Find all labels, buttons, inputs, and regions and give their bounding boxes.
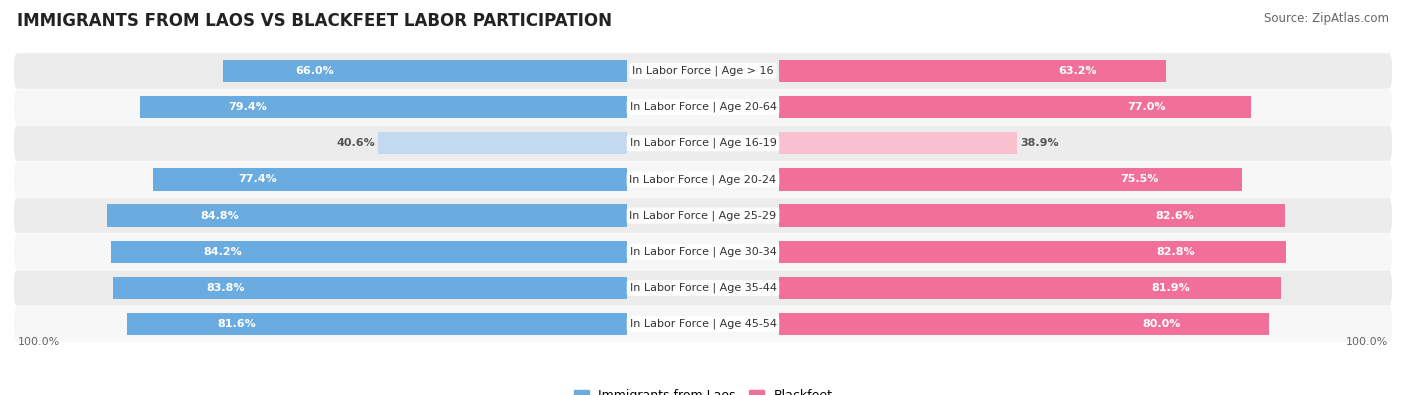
Text: IMMIGRANTS FROM LAOS VS BLACKFEET LABOR PARTICIPATION: IMMIGRANTS FROM LAOS VS BLACKFEET LABOR … xyxy=(17,12,612,30)
Text: 63.2%: 63.2% xyxy=(1057,66,1097,76)
Text: In Labor Force | Age 16-19: In Labor Force | Age 16-19 xyxy=(630,138,776,149)
Text: 82.6%: 82.6% xyxy=(1156,211,1194,220)
Bar xyxy=(222,60,627,82)
Text: 100.0%: 100.0% xyxy=(1347,337,1389,346)
Bar xyxy=(779,132,1018,154)
Bar xyxy=(107,204,627,227)
FancyBboxPatch shape xyxy=(14,89,1392,125)
Bar xyxy=(779,96,1251,118)
FancyBboxPatch shape xyxy=(14,234,1392,269)
Text: Source: ZipAtlas.com: Source: ZipAtlas.com xyxy=(1264,12,1389,25)
Bar xyxy=(779,277,1281,299)
Text: In Labor Force | Age 30-34: In Labor Force | Age 30-34 xyxy=(630,246,776,257)
Text: In Labor Force | Age 20-64: In Labor Force | Age 20-64 xyxy=(630,102,776,112)
Text: 84.2%: 84.2% xyxy=(204,247,243,257)
Text: 100.0%: 100.0% xyxy=(17,337,59,346)
Text: In Labor Force | Age 35-44: In Labor Force | Age 35-44 xyxy=(630,283,776,293)
Bar xyxy=(111,241,627,263)
FancyBboxPatch shape xyxy=(14,162,1392,197)
Bar xyxy=(779,204,1285,227)
Text: 80.0%: 80.0% xyxy=(1143,319,1181,329)
Bar xyxy=(141,96,627,118)
FancyBboxPatch shape xyxy=(14,126,1392,161)
FancyBboxPatch shape xyxy=(14,270,1392,306)
Bar xyxy=(779,241,1286,263)
Text: 82.8%: 82.8% xyxy=(1157,247,1195,257)
Text: 79.4%: 79.4% xyxy=(228,102,267,112)
FancyBboxPatch shape xyxy=(14,307,1392,342)
Bar xyxy=(779,313,1270,335)
FancyBboxPatch shape xyxy=(14,53,1392,88)
Bar xyxy=(114,277,627,299)
Text: 66.0%: 66.0% xyxy=(295,66,335,76)
Bar xyxy=(127,313,627,335)
Text: In Labor Force | Age 20-24: In Labor Force | Age 20-24 xyxy=(630,174,776,185)
Text: 38.9%: 38.9% xyxy=(1021,138,1059,148)
Text: In Labor Force | Age > 16: In Labor Force | Age > 16 xyxy=(633,66,773,76)
Text: 77.4%: 77.4% xyxy=(238,175,277,184)
Text: 77.0%: 77.0% xyxy=(1128,102,1166,112)
Bar xyxy=(779,60,1167,82)
Text: In Labor Force | Age 45-54: In Labor Force | Age 45-54 xyxy=(630,319,776,329)
Bar xyxy=(378,132,627,154)
FancyBboxPatch shape xyxy=(14,198,1392,233)
Bar xyxy=(153,168,627,191)
Legend: Immigrants from Laos, Blackfeet: Immigrants from Laos, Blackfeet xyxy=(568,384,838,395)
Text: 84.8%: 84.8% xyxy=(201,211,239,220)
Text: 40.6%: 40.6% xyxy=(336,138,375,148)
Text: 83.8%: 83.8% xyxy=(205,283,245,293)
Text: 81.9%: 81.9% xyxy=(1152,283,1191,293)
Bar xyxy=(779,168,1241,191)
Text: 75.5%: 75.5% xyxy=(1121,175,1159,184)
Text: In Labor Force | Age 25-29: In Labor Force | Age 25-29 xyxy=(630,210,776,221)
Text: 81.6%: 81.6% xyxy=(217,319,256,329)
